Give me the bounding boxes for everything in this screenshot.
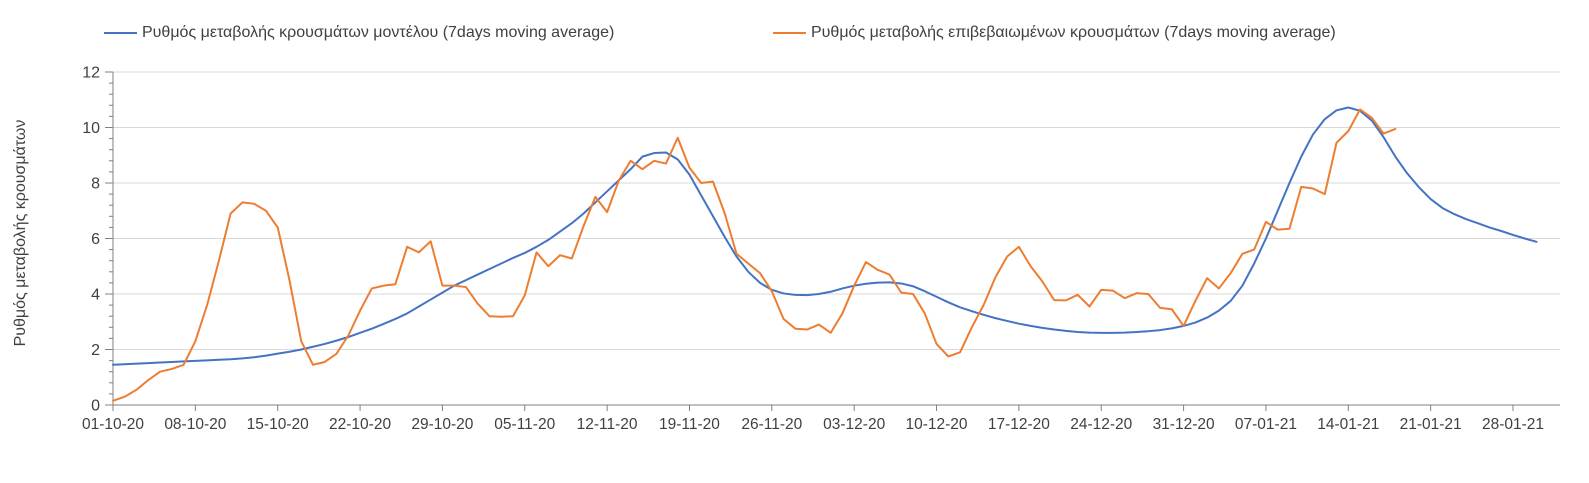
series-line-confirmed [112,108,1397,402]
y-tick-label: 8 [91,176,100,193]
legend-line-swatch-confirmed [773,31,806,35]
x-tick-label: 03-12-20 [823,416,885,433]
legend-line-swatch-model [104,31,137,35]
x-tick-label: 01-10-20 [82,416,144,433]
x-tick-label: 22-10-20 [329,416,391,433]
x-tick-label: 17-12-20 [988,416,1050,433]
x-tick-label: 26-11-20 [741,416,802,433]
y-tick-label: 10 [82,120,100,137]
y-tick-label: 6 [91,231,100,248]
legend-label-model: Ρυθμός μεταβολής κρουσμάτων μοντέλου (7d… [142,24,615,41]
y-tick-label: 4 [91,287,100,304]
y-tick-label: 12 [82,65,100,82]
y-tick-label: 0 [91,398,100,415]
y-tick-label: 2 [91,342,100,359]
x-tick-label: 15-10-20 [247,416,309,433]
x-tick-label: 21-01-21 [1400,416,1462,433]
x-tick-label: 12-11-20 [577,416,638,433]
x-tick-label: 29-10-20 [411,416,473,433]
x-tick-label: 24-12-20 [1070,416,1132,433]
x-tick-label: 08-10-20 [164,416,226,433]
legend-item-model: Ρυθμός μεταβολής κρουσμάτων μοντέλου (7d… [104,23,614,43]
series-line-model [112,106,1538,366]
x-tick-label: 31-12-20 [1153,416,1215,433]
y-axis-title: Ρυθμός μεταβολής κρουσμάτων [12,119,29,347]
legend-item-confirmed: Ρυθμός μεταβολής επιβεβαιωμένων κρουσμάτ… [773,23,1336,43]
x-tick-label: 28-01-21 [1482,416,1544,433]
x-tick-label: 19-11-20 [659,416,720,433]
x-tick-label: 07-01-21 [1235,416,1297,433]
x-tick-label: 10-12-20 [906,416,968,433]
x-tick-label: 05-11-20 [494,416,555,433]
legend-label-confirmed: Ρυθμός μεταβολής επιβεβαιωμένων κρουσμάτ… [811,24,1336,41]
x-tick-label: 14-01-21 [1317,416,1379,433]
